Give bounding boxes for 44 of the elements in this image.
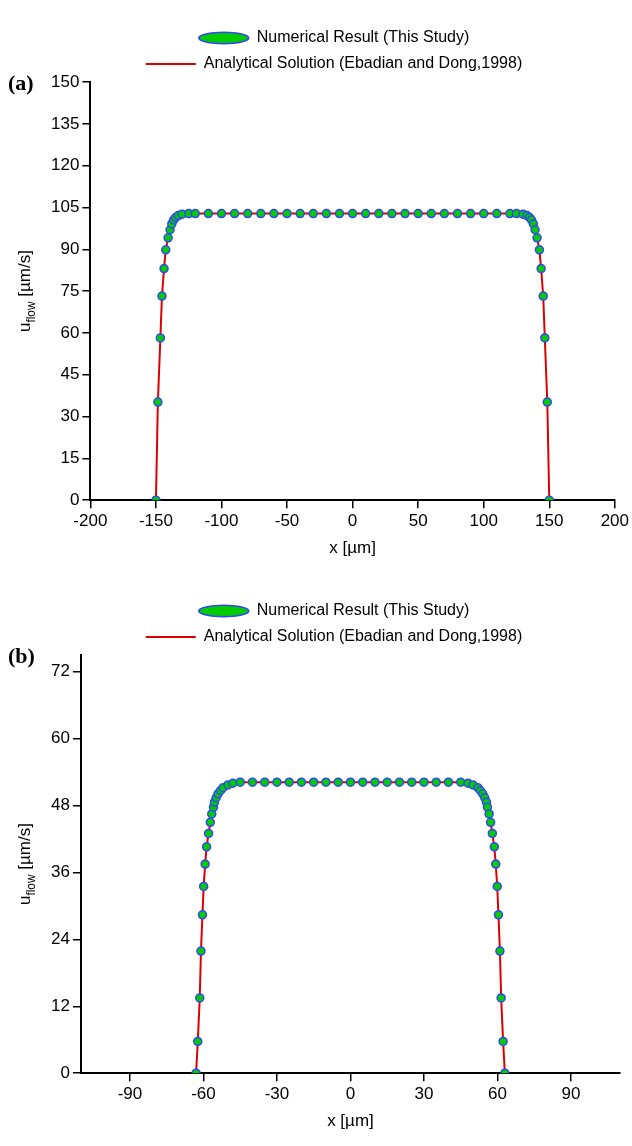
chart-title: (b) <box>8 643 35 668</box>
y-tick-label: 75 <box>60 280 80 300</box>
y-tick-label: 0 <box>60 1062 70 1082</box>
x-tick-label: -50 <box>274 511 300 531</box>
y-tick-label: 90 <box>60 238 80 258</box>
x-tick-label: -100 <box>204 511 239 531</box>
y-axis-title: uflow [µm/s] <box>15 250 39 333</box>
x-axis-title: x [µm] <box>327 1111 374 1131</box>
x-tick-label: -30 <box>264 1084 290 1104</box>
legend-label: Numerical Result (This Study) <box>256 601 470 619</box>
y-tick-label: 150 <box>50 71 80 91</box>
x-tick-label: -90 <box>117 1084 143 1104</box>
x-tick-label: 100 <box>469 511 498 531</box>
y-tick-label: 15 <box>60 448 80 468</box>
y-tick-label: 12 <box>50 995 70 1015</box>
y-tick-label: 30 <box>60 406 80 426</box>
y-tick-label: 45 <box>60 364 80 384</box>
x-axis-title: x [µm] <box>329 538 376 558</box>
x-tick-label: 0 <box>347 511 358 531</box>
x-tick-label: 0 <box>345 1084 356 1104</box>
y-tick-label: 60 <box>60 322 80 342</box>
legend-label: Analytical Solution (Ebadian and Dong,1998) <box>203 627 523 645</box>
x-tick-label: -60 <box>191 1084 216 1104</box>
y-tick-label: 0 <box>69 489 80 509</box>
x-tick-label: 200 <box>600 511 630 531</box>
x-tick-label: 150 <box>535 511 564 531</box>
legend-label: Numerical Result (This Study) <box>256 28 470 46</box>
x-tick-label: 90 <box>561 1084 581 1104</box>
y-tick-label: 24 <box>50 929 70 949</box>
y-tick-label: 60 <box>50 728 70 748</box>
y-tick-label: 135 <box>50 113 80 133</box>
x-tick-label: 30 <box>414 1084 434 1104</box>
x-tick-label: -200 <box>73 511 108 531</box>
chart-title: (a) <box>8 70 34 95</box>
y-tick-label: 48 <box>50 795 70 815</box>
x-tick-label: 50 <box>408 511 428 531</box>
legend-label: Analytical Solution (Ebadian and Dong,1998) <box>203 54 523 72</box>
y-tick-label: 72 <box>50 661 70 681</box>
y-axis-title: uflow [µm/s] <box>15 823 39 906</box>
y-tick-label: 36 <box>50 862 70 882</box>
x-tick-label: 60 <box>488 1084 507 1104</box>
x-tick-label: -150 <box>138 511 173 531</box>
y-tick-label: 120 <box>50 155 80 175</box>
y-tick-label: 105 <box>50 197 80 217</box>
